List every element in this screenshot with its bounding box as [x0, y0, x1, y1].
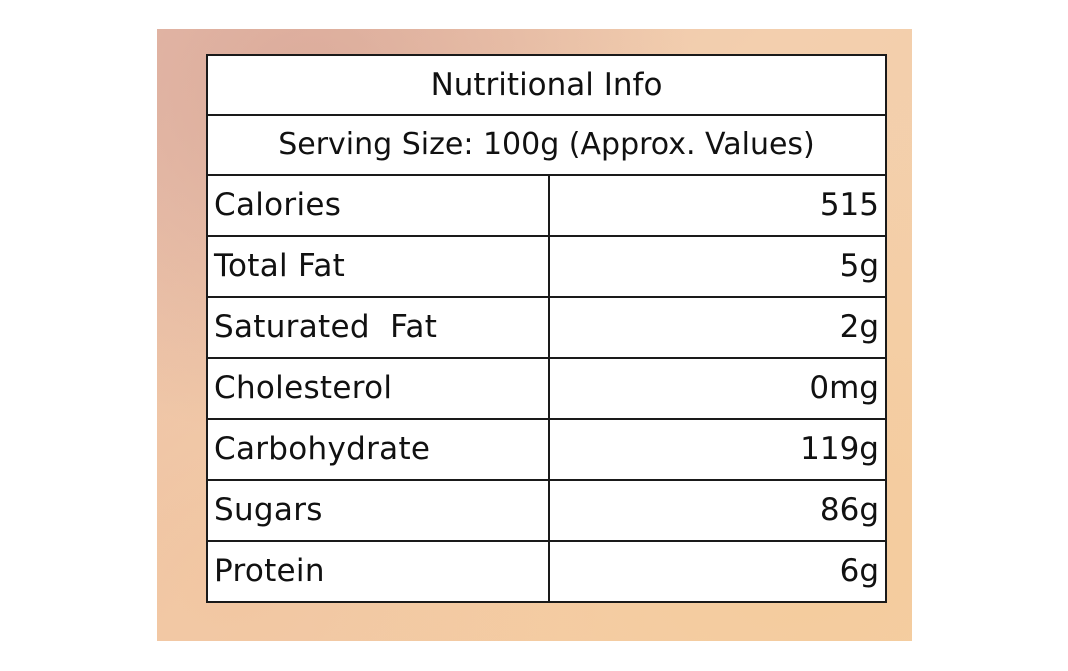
- table-row: Sugars 86g: [206, 479, 887, 542]
- nutrition-table: Nutritional Info Serving Size: 100g (App…: [206, 54, 887, 603]
- serving-size-row: Serving Size: 100g (Approx. Values): [206, 114, 887, 176]
- row-label: Sugars: [206, 479, 550, 542]
- table-row: Calories 515: [206, 174, 887, 237]
- row-value: 0mg: [548, 357, 887, 420]
- row-label: Total Fat: [206, 235, 550, 298]
- row-value: 515: [548, 174, 887, 237]
- table-title-row: Nutritional Info: [206, 54, 887, 116]
- row-label: Carbohydrate: [206, 418, 550, 481]
- row-value: 86g: [548, 479, 887, 542]
- table-row: Total Fat 5g: [206, 235, 887, 298]
- row-label: Cholesterol: [206, 357, 550, 420]
- table-row: Cholesterol 0mg: [206, 357, 887, 420]
- row-label: Calories: [206, 174, 550, 237]
- row-value: 6g: [548, 540, 887, 603]
- table-row: Saturated Fat 2g: [206, 296, 887, 359]
- row-value: 5g: [548, 235, 887, 298]
- row-label: Protein: [206, 540, 550, 603]
- row-value: 119g: [548, 418, 887, 481]
- row-value: 2g: [548, 296, 887, 359]
- table-row: Protein 6g: [206, 540, 887, 603]
- serving-size: Serving Size: 100g (Approx. Values): [206, 114, 887, 176]
- row-label: Saturated Fat: [206, 296, 550, 359]
- table-row: Carbohydrate 119g: [206, 418, 887, 481]
- table-title: Nutritional Info: [206, 54, 887, 116]
